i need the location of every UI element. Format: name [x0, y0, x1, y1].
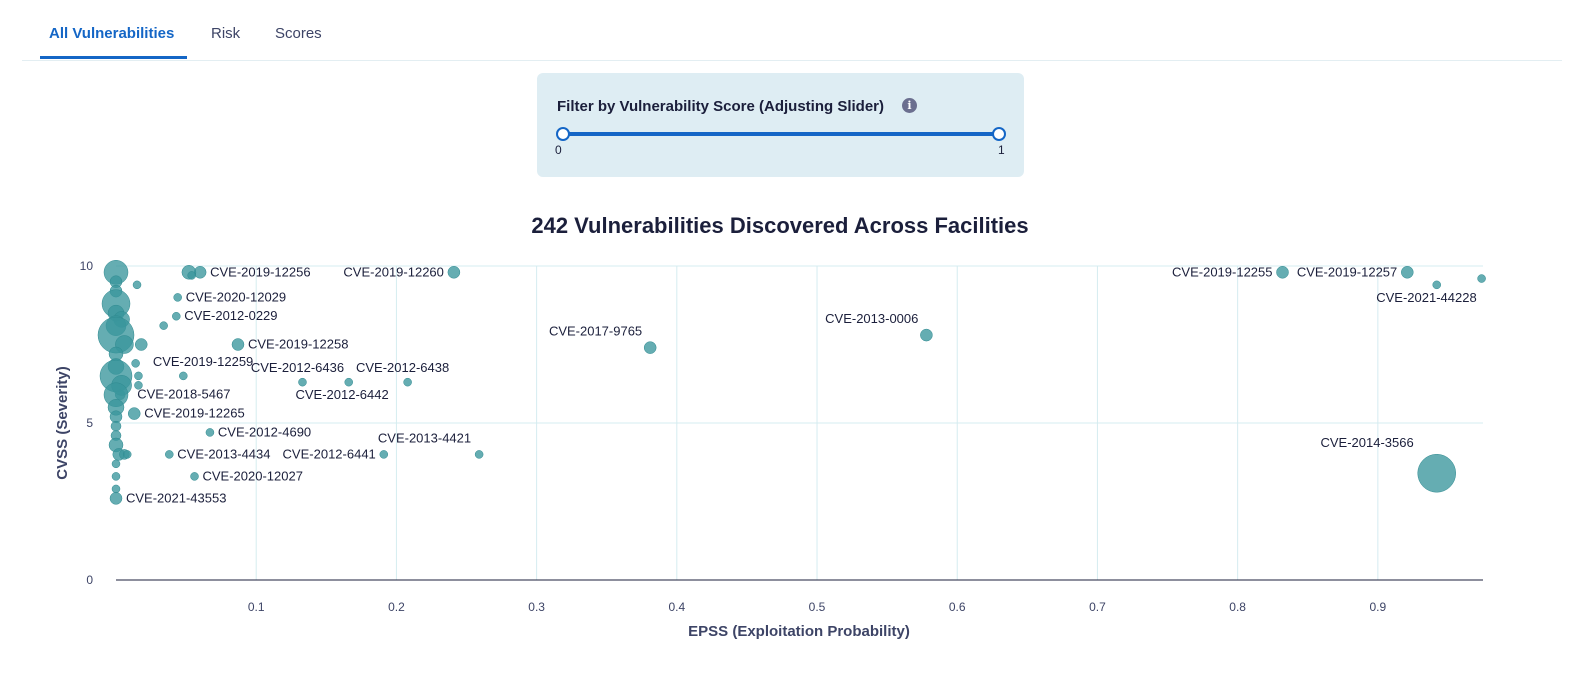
data-point — [111, 472, 121, 481]
score-range-slider[interactable] — [562, 132, 999, 136]
x-tick-label: 0.9 — [1370, 600, 1387, 614]
x-axis-title: EPSS (Exploitation Probability) — [688, 623, 910, 640]
data-point-label: CVE-2019-12257 — [1297, 264, 1397, 279]
data-point-label: CVE-2021-43553 — [126, 490, 226, 505]
x-tick-label: 0.7 — [1089, 600, 1106, 614]
filter-title: Filter by Vulnerability Score (Adjusting… — [557, 98, 884, 115]
x-tick-label: 0.4 — [668, 600, 685, 614]
chart-title: 242 Vulnerabilities Discovered Across Fa… — [531, 213, 1029, 238]
data-point — [920, 328, 933, 342]
data-point-label: CVE-2021-44228 — [1376, 290, 1476, 305]
x-tick-label: 0.6 — [949, 600, 966, 614]
data-point — [231, 338, 245, 351]
data-point — [109, 492, 123, 505]
data-point — [111, 484, 121, 494]
data-point — [127, 407, 141, 420]
data-point-label: CVE-2012-0229 — [184, 308, 277, 323]
data-point — [122, 450, 132, 459]
tab-risk[interactable]: Risk — [211, 25, 241, 42]
tab-bar — [22, 0, 1562, 61]
data-point — [172, 311, 181, 321]
data-point-label: CVE-2014-3566 — [1320, 435, 1413, 450]
data-point — [379, 450, 389, 459]
data-point-label: CVE-2019-12260 — [343, 264, 443, 279]
data-point — [179, 371, 188, 381]
data-point — [173, 293, 182, 302]
data-point-label: CVE-2013-4434 — [177, 446, 270, 461]
data-point — [132, 280, 142, 290]
y-axis-title: CVSS (Severity) — [54, 366, 71, 479]
data-point-label: CVE-2012-6438 — [356, 360, 449, 375]
data-point-label: CVE-2019-12259 — [153, 354, 253, 369]
data-point — [110, 420, 122, 432]
data-point — [344, 377, 353, 387]
data-point-label: CVE-2019-12258 — [248, 337, 348, 352]
data-point-label: CVE-2017-9765 — [549, 324, 642, 339]
data-point-label: CVE-2018-5467 — [137, 387, 230, 402]
active-tab-indicator — [40, 56, 187, 59]
y-tick-label: 0 — [86, 573, 93, 587]
data-point-label: CVE-2020-12027 — [203, 468, 303, 483]
data-point-label: CVE-2012-6441 — [283, 446, 376, 461]
y-tick-label: 10 — [80, 259, 94, 273]
data-point — [643, 341, 657, 354]
data-point — [298, 377, 307, 387]
data-point-label: CVE-2013-0006 — [825, 311, 918, 326]
data-point — [205, 428, 215, 437]
score-filter-panel: Filter by Vulnerability Score (Adjusting… — [537, 73, 1024, 177]
data-point-label: CVE-2019-12265 — [144, 406, 244, 421]
data-point-label: CVE-2020-12029 — [186, 289, 286, 304]
data-point — [131, 359, 140, 368]
data-point — [1417, 453, 1456, 493]
data-point — [1477, 274, 1486, 283]
data-point — [111, 459, 121, 469]
data-point — [159, 321, 168, 330]
data-point — [190, 472, 199, 481]
data-point — [1432, 280, 1441, 290]
data-point — [134, 338, 148, 351]
x-tick-label: 0.3 — [528, 600, 545, 614]
data-point-label: CVE-2012-6436 — [251, 360, 344, 375]
x-tick-label: 0.2 — [388, 600, 405, 614]
data-point — [1276, 266, 1289, 279]
data-point-label: CVE-2012-6442 — [296, 387, 389, 402]
info-icon[interactable]: i — [902, 98, 917, 113]
data-point — [1401, 266, 1414, 279]
slider-min-handle[interactable] — [556, 127, 570, 141]
slider-min-label: 0 — [555, 143, 562, 157]
data-point-label: CVE-2019-12256 — [210, 264, 310, 279]
tab-all-vulnerabilities[interactable]: All Vulnerabilities — [49, 25, 175, 42]
tab-scores[interactable]: Scores — [275, 25, 322, 42]
x-tick-label: 0.8 — [1229, 600, 1246, 614]
data-point — [403, 377, 412, 387]
data-point — [134, 371, 143, 381]
slider-max-handle[interactable] — [992, 127, 1006, 141]
x-tick-label: 0.1 — [248, 600, 265, 614]
data-point — [187, 271, 196, 280]
data-point-label: CVE-2013-4421 — [378, 430, 471, 445]
y-tick-label: 5 — [86, 416, 93, 430]
slider-max-label: 1 — [998, 143, 1005, 157]
data-point — [474, 450, 484, 459]
data-point-label: CVE-2019-12255 — [1172, 264, 1272, 279]
data-point — [165, 450, 174, 459]
x-tick-label: 0.5 — [809, 600, 826, 614]
data-point — [447, 266, 461, 279]
data-point — [134, 381, 143, 390]
data-point-label: CVE-2012-4690 — [218, 424, 311, 439]
